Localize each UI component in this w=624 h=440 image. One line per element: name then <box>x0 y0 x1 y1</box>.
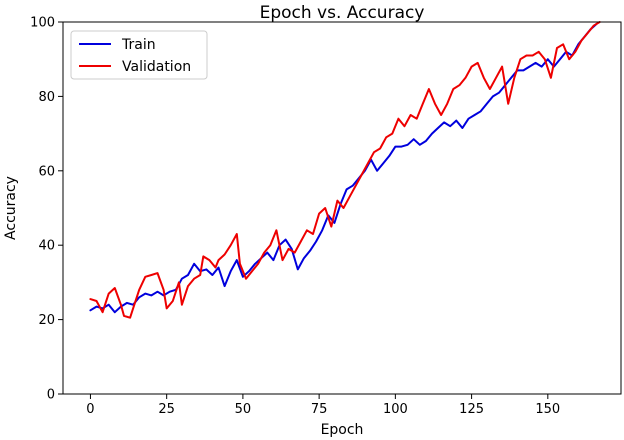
plot-frame <box>62 21 622 395</box>
series-layer <box>89 21 601 319</box>
y-tick-label: 60 <box>38 164 55 179</box>
x-tick-label: 50 <box>235 402 252 417</box>
x-tick-label: 125 <box>459 402 484 417</box>
series-line-validation <box>89 21 601 319</box>
x-tick-label: 0 <box>86 402 94 417</box>
y-tick-label: 80 <box>38 90 55 105</box>
y-tick-label: 20 <box>38 313 55 328</box>
x-tick-label: 100 <box>383 402 408 417</box>
y-tick-label: 100 <box>30 16 55 31</box>
x-tick-label: 25 <box>158 402 175 417</box>
y-axis-title: Accuracy <box>3 176 19 240</box>
series-line-train <box>89 22 598 314</box>
x-tick-label: 150 <box>535 402 560 417</box>
x-axis-ticks: 0 25 50 75 100 125 150 <box>86 394 560 417</box>
legend-label-validation: Validation <box>122 59 191 75</box>
x-axis-title: Epoch <box>321 422 364 438</box>
legend: Train Validation <box>70 30 208 80</box>
legend-label-train: Train <box>121 37 156 53</box>
y-tick-label: 40 <box>38 239 55 254</box>
x-tick-label: 75 <box>311 402 328 417</box>
chart-title: Epoch vs. Accuracy <box>260 3 425 23</box>
y-tick-label: 0 <box>47 388 55 403</box>
y-axis-ticks: 0 20 40 60 80 100 <box>30 16 63 403</box>
